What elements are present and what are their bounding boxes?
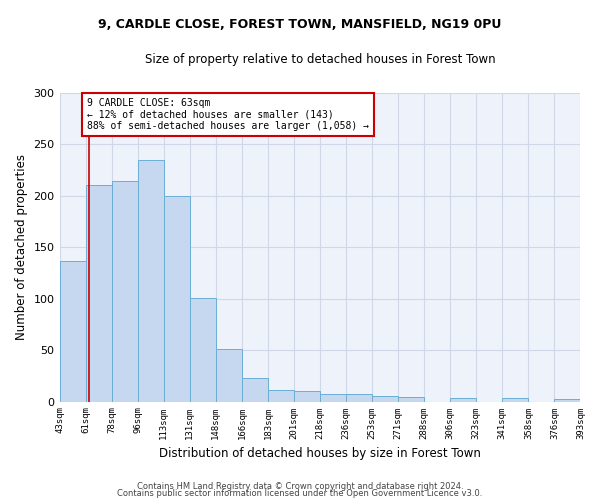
Bar [372, 396, 398, 402]
Bar [268, 390, 294, 402]
Text: 9 CARDLE CLOSE: 63sqm
← 12% of detached houses are smaller (143)
88% of semi-det: 9 CARDLE CLOSE: 63sqm ← 12% of detached … [87, 98, 369, 132]
Bar [320, 394, 346, 402]
Bar [137, 160, 164, 402]
Bar [190, 298, 216, 402]
Text: 9, CARDLE CLOSE, FOREST TOWN, MANSFIELD, NG19 0PU: 9, CARDLE CLOSE, FOREST TOWN, MANSFIELD,… [98, 18, 502, 30]
Bar [59, 260, 86, 402]
Bar [294, 392, 320, 402]
Title: Size of property relative to detached houses in Forest Town: Size of property relative to detached ho… [145, 52, 496, 66]
Bar [164, 196, 190, 402]
Bar [112, 182, 137, 402]
Bar [216, 349, 242, 402]
Bar [346, 394, 372, 402]
Bar [242, 378, 268, 402]
Bar [554, 400, 581, 402]
Bar [398, 398, 424, 402]
Y-axis label: Number of detached properties: Number of detached properties [15, 154, 28, 340]
Bar [86, 184, 112, 402]
Text: Contains public sector information licensed under the Open Government Licence v3: Contains public sector information licen… [118, 488, 482, 498]
Bar [502, 398, 529, 402]
Text: Contains HM Land Registry data © Crown copyright and database right 2024.: Contains HM Land Registry data © Crown c… [137, 482, 463, 491]
X-axis label: Distribution of detached houses by size in Forest Town: Distribution of detached houses by size … [159, 447, 481, 460]
Bar [450, 398, 476, 402]
